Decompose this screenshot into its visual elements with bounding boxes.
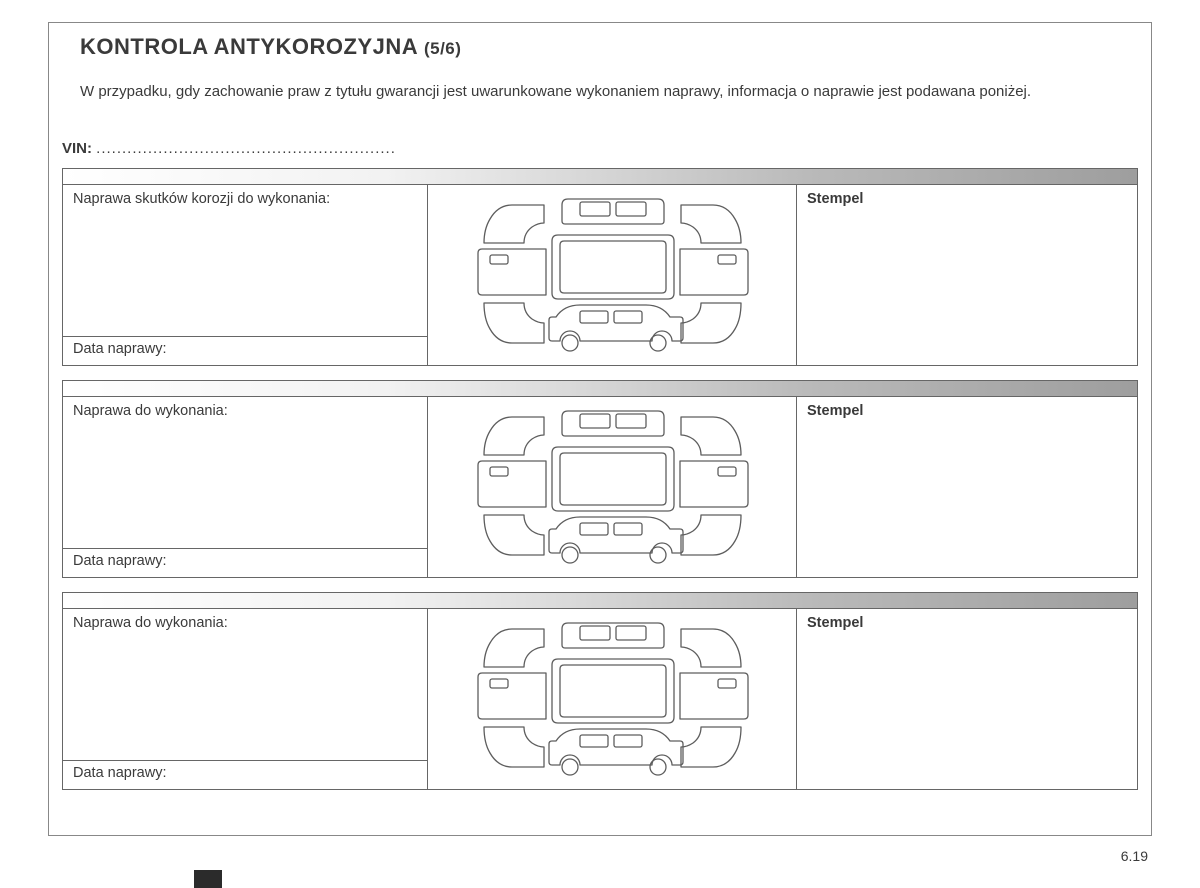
title-main: KONTROLA ANTYKOROZYJNA: [80, 34, 417, 59]
entry-header-band: [63, 169, 1137, 185]
date-label: Data naprawy:: [63, 761, 427, 789]
entry-columns: Naprawa do wykonania: Data naprawy:: [63, 609, 1137, 789]
entry-columns: Naprawa skutków korozji do wykonania: Da…: [63, 185, 1137, 365]
repair-label: Naprawa do wykonania:: [63, 609, 427, 761]
intro-text: W przypadku, gdy zachowanie praw z tytuł…: [80, 82, 1128, 102]
vehicle-diagram-cell: [428, 397, 797, 577]
inspection-entry: Naprawa do wykonania: Data naprawy:: [62, 592, 1138, 790]
vehicle-diagram-cell: [428, 609, 797, 789]
date-label: Data naprawy:: [63, 337, 427, 365]
entry-left-column: Naprawa skutków korozji do wykonania: Da…: [63, 185, 428, 365]
vehicle-diagram-cell: [428, 185, 797, 365]
vehicle-diagram-icon: [460, 617, 765, 782]
repair-label: Naprawa do wykonania:: [63, 397, 427, 549]
tab-mark: [194, 870, 222, 888]
inspection-entry: Naprawa do wykonania: Data naprawy:: [62, 380, 1138, 578]
entry-columns: Naprawa do wykonania: Data naprawy:: [63, 397, 1137, 577]
vin-line: VIN: ...................................…: [62, 140, 396, 157]
page-title: KONTROLA ANTYKOROZYJNA (5/6): [80, 34, 461, 60]
entry-header-band: [63, 381, 1137, 397]
date-label: Data naprawy:: [63, 549, 427, 577]
entry-left-column: Naprawa do wykonania: Data naprawy:: [63, 397, 428, 577]
inspection-entry: Naprawa skutków korozji do wykonania: Da…: [62, 168, 1138, 366]
entry-header-band: [63, 593, 1137, 609]
vehicle-diagram-icon: [460, 193, 765, 358]
vin-dots: ........................................…: [96, 140, 396, 157]
vehicle-diagram-icon: [460, 405, 765, 570]
entry-left-column: Naprawa do wykonania: Data naprawy:: [63, 609, 428, 789]
repair-label: Naprawa skutków korozji do wykonania:: [63, 185, 427, 337]
entries-container: Naprawa skutków korozji do wykonania: Da…: [62, 168, 1138, 804]
title-counter: (5/6): [424, 39, 461, 58]
stamp-label: Stempel: [797, 185, 1137, 365]
page-number: 6.19: [1121, 848, 1148, 864]
stamp-label: Stempel: [797, 397, 1137, 577]
vin-label: VIN:: [62, 140, 92, 157]
stamp-label: Stempel: [797, 609, 1137, 789]
